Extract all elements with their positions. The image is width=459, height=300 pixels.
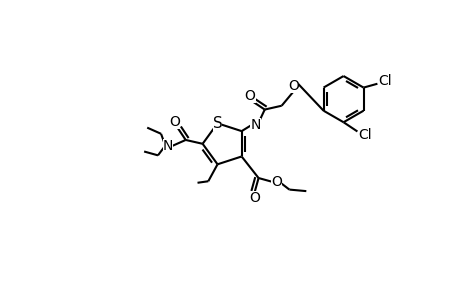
Text: O: O xyxy=(287,79,298,93)
Text: O: O xyxy=(249,191,260,205)
Text: S: S xyxy=(212,116,222,131)
Text: Cl: Cl xyxy=(358,128,371,142)
Text: Cl: Cl xyxy=(377,74,391,88)
Text: N: N xyxy=(162,139,173,153)
Text: O: O xyxy=(270,175,281,189)
Text: O: O xyxy=(169,115,180,129)
Text: N: N xyxy=(250,118,260,132)
Text: O: O xyxy=(244,89,255,103)
